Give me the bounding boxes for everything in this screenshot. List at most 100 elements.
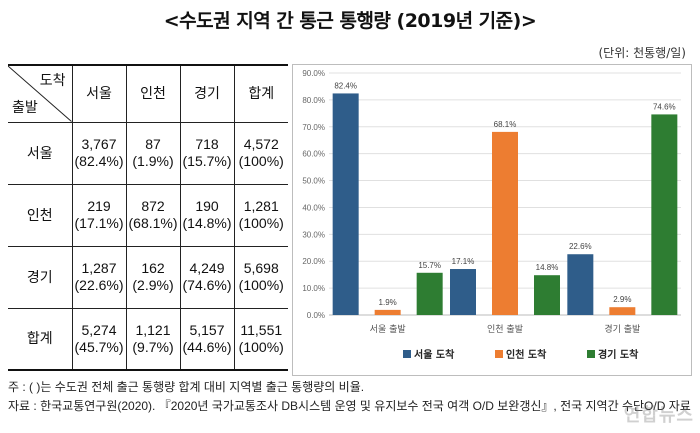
x-tick-label: 경기 출발 xyxy=(604,323,640,335)
table-cell: 4,249 (74.6%) xyxy=(179,245,235,309)
y-tick-label: 90.0% xyxy=(302,69,325,78)
legend-label: 경기 도착 xyxy=(598,348,639,361)
table-cell: 5,274 (45.7%) xyxy=(71,307,127,371)
cell-percent: (17.1%) xyxy=(74,215,124,231)
bar xyxy=(534,275,560,315)
column-header: 인천 xyxy=(125,64,181,123)
row-header: 합계 xyxy=(8,307,73,371)
notes: 주 : ( )는 수도권 전체 출근 통행량 합계 대비 지역별 출근 통행량의… xyxy=(8,378,698,416)
table-cell: 190 (14.8%) xyxy=(179,183,235,247)
data-label: 82.4% xyxy=(334,81,357,90)
cell-percent: (100%) xyxy=(238,215,284,231)
table-cell: 3,767 (82.4%) xyxy=(71,121,127,185)
bar xyxy=(567,254,594,315)
source-text: 자료 : 한국교통연구원(2020). 『2020년 국가교통조사 DB시스템 … xyxy=(8,399,691,413)
legend-swatch xyxy=(403,350,411,358)
bar-chart: 0.0% 10.0% 20.0% 30.0% 40.0% 50.0% 60.0% 70.0% 8… xyxy=(292,64,692,376)
cell-percent: (44.6%) xyxy=(182,338,232,355)
cell-percent: (15.7%) xyxy=(182,153,232,169)
table-cell: 219 (17.1%) xyxy=(71,183,127,247)
cell-percent: (74.6%) xyxy=(182,277,232,293)
column-header: 경기 xyxy=(179,64,235,123)
table-cell: 1,287 (22.6%) xyxy=(71,245,127,309)
cell-percent: (1.9%) xyxy=(132,153,174,169)
cell-percent: (68.1%) xyxy=(128,215,178,231)
cell-percent: (82.4%) xyxy=(74,153,124,169)
table-cell: 5,698 (100%) xyxy=(233,245,288,309)
cell-value: 5,274 xyxy=(81,321,117,338)
table-corner-cell: 도착 출발 xyxy=(8,64,73,123)
bar xyxy=(450,269,476,315)
table-cell: 11,551 (100%) xyxy=(233,307,288,371)
cell-value: 5,157 xyxy=(189,321,225,338)
legend-swatch xyxy=(495,350,503,358)
data-label: 17.1% xyxy=(452,257,475,266)
table-cell: 718 (15.7%) xyxy=(179,121,235,185)
table-row: 경기 1,287 (22.6%) 162 (2.9%) 4,249 (74.6%) 5… xyxy=(8,245,288,309)
table-row: 인천 219 (17.1%) 872 (68.1%) 190 (14.8%) 1,28… xyxy=(8,183,288,247)
watermark-logo: 연합뉴스 xyxy=(623,405,694,426)
x-tick-label: 서울 출발 xyxy=(370,324,406,335)
table-cell: 1,281 (100%) xyxy=(233,183,288,247)
table-cell: 872 (68.1%) xyxy=(125,183,181,247)
cell-value: 4,572 xyxy=(243,136,279,152)
cell-percent: (100%) xyxy=(238,153,284,169)
cell-value: 1,287 xyxy=(81,260,117,276)
unit-label: (단위: 천통행/일) xyxy=(598,46,686,60)
cell-value: 87 xyxy=(145,136,161,152)
bar-chart-svg: 0.0% 10.0% 20.0% 30.0% 40.0% 50.0% 60.0% 70.0% 8… xyxy=(302,69,681,361)
bar xyxy=(332,93,359,316)
cell-value: 5,698 xyxy=(243,260,279,276)
y-tick-label: 70.0% xyxy=(302,123,325,132)
cell-percent: (14.8%) xyxy=(182,215,232,231)
y-tick-label: 0.0% xyxy=(307,311,325,320)
table-cell: 5,157 (44.6%) xyxy=(179,307,235,371)
corner-departure-label: 출발 xyxy=(12,98,38,115)
cell-percent: (9.7%) xyxy=(132,338,174,355)
table-cell: 1,121 (9.7%) xyxy=(125,307,181,371)
legend-swatch xyxy=(587,350,595,358)
od-table: 도착 출발 서울 인천 경기 합계 서울 3,767 (82.4%) 87 (1.9… xyxy=(8,64,288,371)
corner-arrival-label: 도착 xyxy=(39,72,66,88)
bar xyxy=(374,309,401,315)
table-cell: 87 (1.9%) xyxy=(125,121,181,185)
y-tick-label: 10.0% xyxy=(302,284,325,293)
cell-value: 162 xyxy=(141,260,165,276)
cell-percent: (100%) xyxy=(238,338,284,355)
data-label: 22.6% xyxy=(569,242,592,251)
bar xyxy=(492,131,518,315)
x-tick-label: 인천 출발 xyxy=(487,324,523,335)
data-label: 68.1% xyxy=(494,120,517,129)
table-row: 합계 5,274 (45.7%) 1,121 (9.7%) 5,157 (44.6%)… xyxy=(8,307,288,371)
data-label: 1.9% xyxy=(379,298,397,307)
note-text: 주 : ( )는 수도권 전체 출근 통행량 합계 대비 지역별 출근 통행량의… xyxy=(8,380,365,394)
y-tick-label: 30.0% xyxy=(302,230,325,239)
data-label: 74.6% xyxy=(653,102,676,111)
cell-percent: (2.9%) xyxy=(132,277,174,293)
table-cell: 4,572 (100%) xyxy=(233,121,288,185)
table-cell: 162 (2.9%) xyxy=(125,245,181,309)
column-header: 서울 xyxy=(71,64,127,123)
cell-value: 219 xyxy=(87,198,111,214)
row-header: 경기 xyxy=(8,245,73,309)
cell-value: 872 xyxy=(141,198,165,214)
y-tick-label: 80.0% xyxy=(302,96,325,105)
column-header: 합계 xyxy=(233,64,288,123)
row-header: 인천 xyxy=(8,183,73,247)
cell-value: 718 xyxy=(195,136,219,152)
bar xyxy=(609,307,636,315)
data-label: 2.9% xyxy=(613,295,631,304)
cell-percent: (100%) xyxy=(238,277,284,293)
data-label: 14.8% xyxy=(536,263,559,272)
row-header: 서울 xyxy=(8,121,73,185)
bar xyxy=(416,272,443,315)
cell-value: 11,551 xyxy=(240,321,283,338)
cell-percent: (45.7%) xyxy=(74,338,124,355)
legend-label: 서울 도착 xyxy=(414,348,455,361)
data-label: 15.7% xyxy=(418,261,441,270)
legend-label: 인천 도착 xyxy=(506,348,547,361)
bar xyxy=(651,114,678,315)
diagonal-line xyxy=(8,66,72,122)
table-row: 서울 3,767 (82.4%) 87 (1.9%) 718 (15.7%) 4,57… xyxy=(8,121,288,185)
cell-value: 1,121 xyxy=(135,321,171,338)
